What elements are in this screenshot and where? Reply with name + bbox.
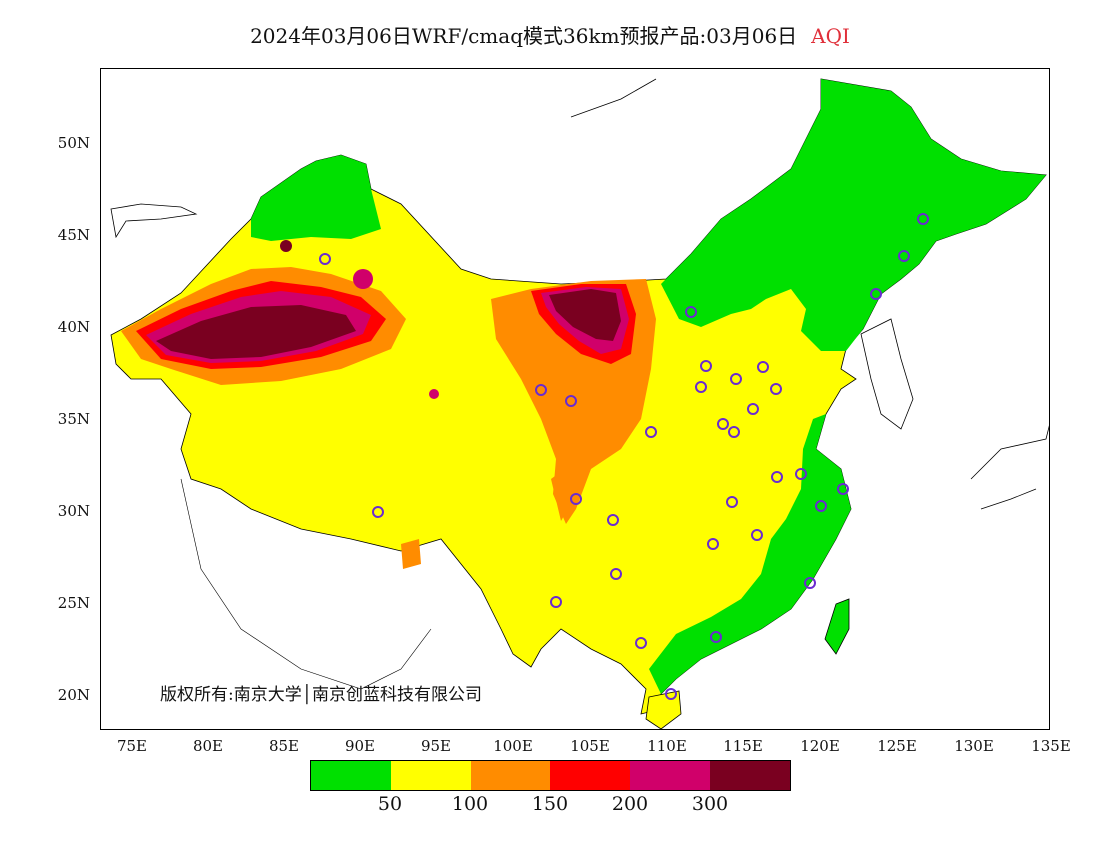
legend-swatch [710,761,790,790]
taiwan-island [824,598,850,655]
x-tick-label: 85E [268,737,300,755]
legend-swatch [630,761,711,790]
green-northwest-zone [251,155,381,241]
x-tick-label: 120E [800,737,840,755]
legend-threshold: 50 [377,793,403,815]
india-coast [180,478,432,690]
x-tick-label: 130E [954,737,994,755]
x-tick-label: 95E [420,737,452,755]
hainan-island [645,690,682,729]
y-tick-label: 25N [57,594,90,612]
y-tick-label: 30N [57,502,90,520]
maroon-tarim-zone [156,305,356,359]
y-tick-label: 35N [57,410,90,428]
title-variable: AQI [811,24,850,48]
x-tick-label: 125E [877,737,917,755]
legend-swatch [550,761,631,790]
maroon-central-zone [549,289,621,341]
y-tick-label: 50N [57,134,90,152]
x-tick-label: 110E [647,737,687,755]
map-title: 2024年03月06日WRF/cmaq模式36km预报产品:03月06日 AQI [0,20,1100,49]
caspian-outline [110,203,198,239]
legend-swatch [311,761,391,790]
legend-threshold: 200 [611,793,649,815]
title-main: 2024年03月06日WRF/cmaq模式36km预报产品:03月06日 [250,24,798,48]
legend-threshold: 300 [691,793,729,815]
x-tick-label: 90E [344,737,376,755]
y-tick-label: 20N [57,686,90,704]
y-tick-label: 45N [57,226,90,244]
japan-outline [970,425,1049,510]
aqi-legend-bar [310,760,791,791]
y-tick-label: 40N [57,318,90,336]
korea-outline [860,318,914,430]
legend-swatch [390,761,471,790]
hotspot-small [429,389,439,399]
legend-threshold: 150 [531,793,569,815]
green-northeast-zone [661,79,1046,351]
hotspot-small [353,269,373,289]
x-tick-label: 80E [192,737,224,755]
legend-threshold: 100 [451,793,489,815]
x-tick-label: 135E [1031,737,1071,755]
x-tick-label: 105E [570,737,610,755]
orange-patch [401,539,421,569]
aqi-map-svg [110,78,1049,729]
x-tick-label: 100E [493,737,533,755]
orange-patch [551,464,579,521]
baikal-outline [570,78,657,118]
map-frame [100,68,1050,730]
x-tick-label: 115E [723,737,763,755]
legend-swatch [470,761,551,790]
x-tick-label: 75E [116,737,148,755]
hotspot-small [280,240,292,252]
copyright-text: 版权所有:南京大学│南京创蓝科技有限公司 [160,685,482,705]
green-southeast-zone [649,414,851,694]
city-markers [319,213,929,700]
